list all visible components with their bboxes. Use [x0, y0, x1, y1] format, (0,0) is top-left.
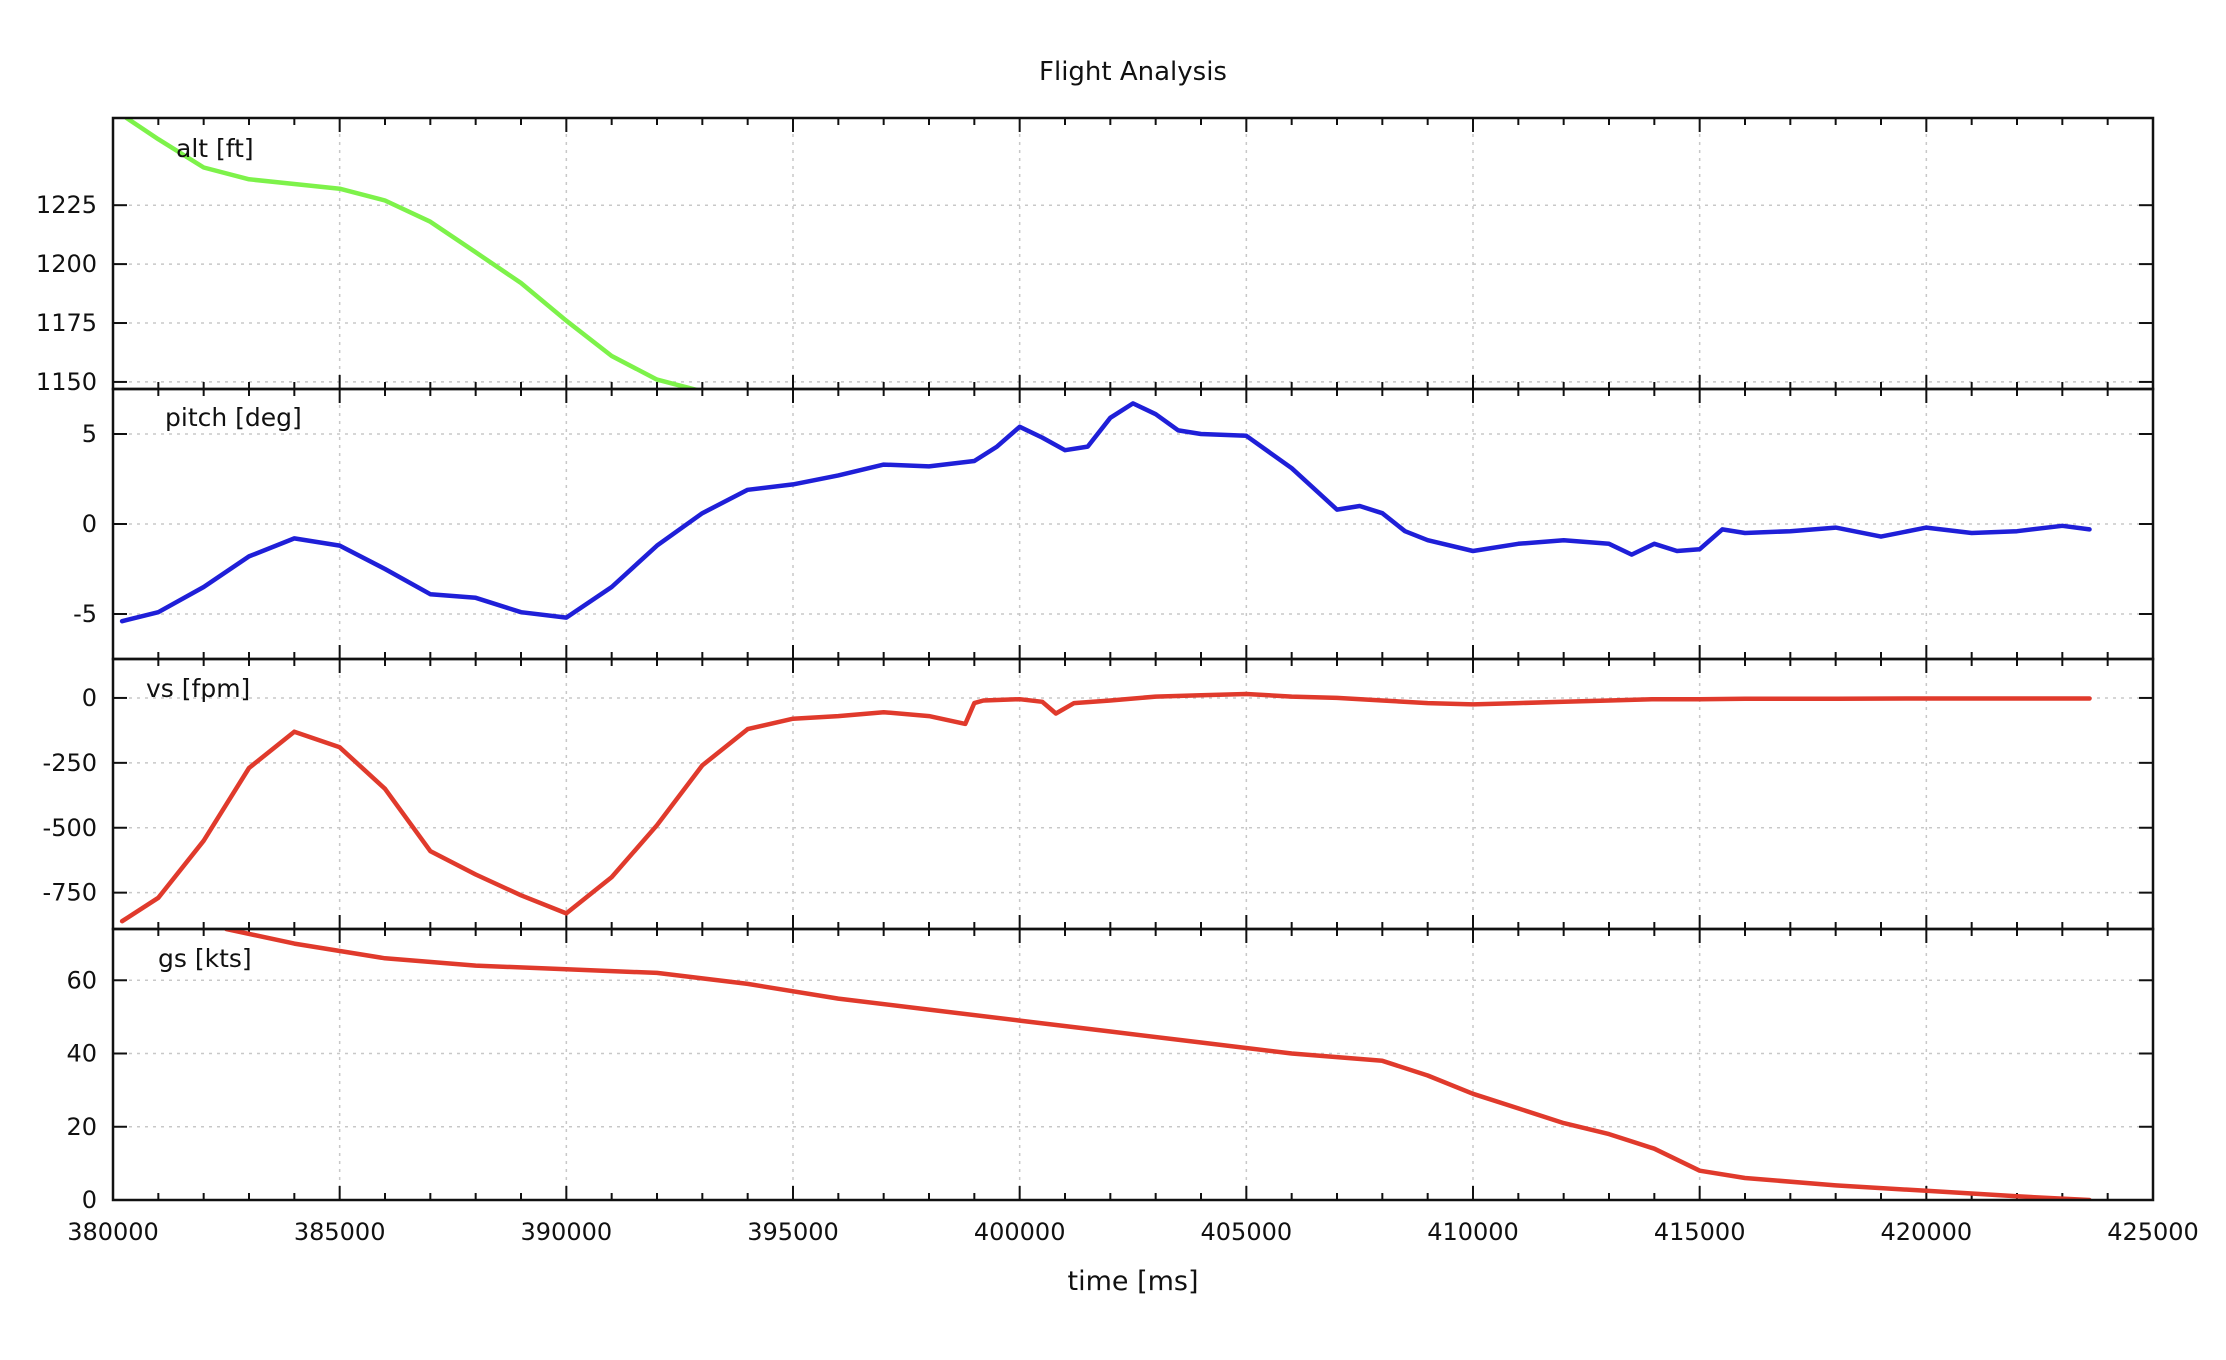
x-axis: 380000 385000 390000 395000 400000 405000 4100…	[67, 1218, 2199, 1246]
y-tick-label-pitch: 0	[82, 510, 97, 538]
x-tick-label: 415000	[1654, 1218, 1746, 1246]
y-tick-label-vs: 0	[82, 684, 97, 712]
x-tick-label: 405000	[1201, 1218, 1293, 1246]
panel-frame-gs	[111, 927, 2155, 1202]
x-tick-label: 395000	[747, 1218, 839, 1246]
panel-alt: 1150 1175 1200 1225 alt [ft]	[36, 116, 2155, 396]
x-tick-label: 420000	[1881, 1218, 1973, 1246]
x-tick-label: 380000	[67, 1218, 159, 1246]
panel-label-gs: gs [kts]	[158, 944, 252, 973]
panel-label-alt: alt [ft]	[176, 134, 254, 163]
x-tick-label: 390000	[521, 1218, 613, 1246]
x-axis-label: time [ms]	[1067, 1266, 1198, 1297]
y-tick-label-alt: 1225	[36, 191, 97, 219]
panel-pitch: -5 0 5 pitch [deg]	[73, 387, 2155, 661]
y-tick-label-gs: 0	[82, 1186, 97, 1214]
y-tick-label-gs: 40	[66, 1040, 97, 1068]
series-line-pitch	[119, 401, 2092, 624]
panel-gs: 0 20 40 60 gs [kts]	[66, 927, 2155, 1214]
x-tick-label: 385000	[294, 1218, 386, 1246]
y-tick-label-vs: -250	[43, 749, 97, 777]
y-tick-label-pitch: 5	[82, 420, 97, 448]
x-tick-label: 410000	[1427, 1218, 1519, 1246]
panel-label-vs: vs [fpm]	[146, 674, 250, 703]
y-tick-label-alt: 1175	[36, 309, 97, 337]
panel-vs: -750 -500 -250 0 vs [fpm]	[43, 657, 2155, 931]
x-tick-label: 400000	[974, 1218, 1066, 1246]
panel-label-pitch: pitch [deg]	[165, 403, 302, 432]
y-tick-label-alt: 1200	[36, 250, 97, 278]
panel-frame-alt	[111, 116, 2155, 391]
y-tick-label-gs: 20	[66, 1113, 97, 1141]
y-tick-label-alt: 1150	[36, 368, 97, 396]
series-line-gs	[224, 929, 2092, 1200]
series-line-alt	[124, 118, 703, 389]
chart-title: Flight Analysis	[1039, 57, 1227, 87]
series-line-vs	[119, 691, 2092, 924]
y-tick-label-gs: 60	[66, 966, 97, 994]
y-tick-label-vs: -500	[43, 814, 97, 842]
x-tick-label: 425000	[2107, 1218, 2199, 1246]
y-tick-label-vs: -750	[43, 879, 97, 907]
y-tick-label-pitch: -5	[73, 600, 97, 628]
